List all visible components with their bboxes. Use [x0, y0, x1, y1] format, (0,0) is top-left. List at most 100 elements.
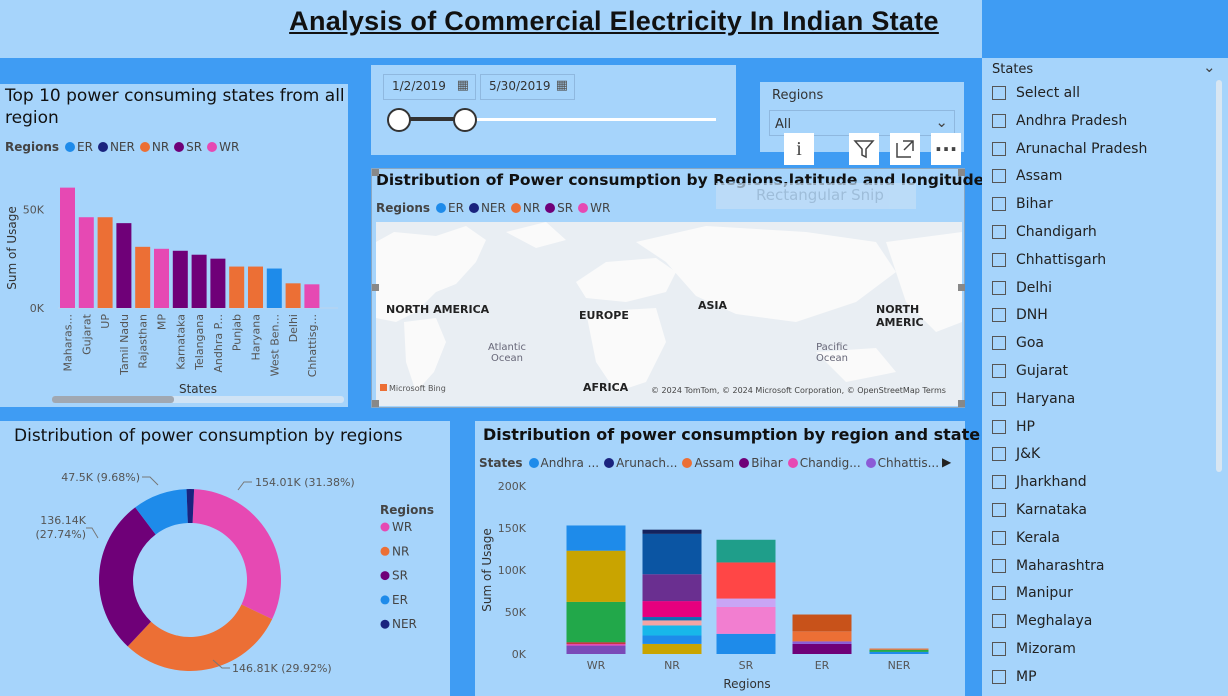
top10-legend-item[interactable]: NR [139, 140, 169, 154]
date-slider-track[interactable] [398, 118, 716, 121]
stacked-legend-item[interactable]: Chhattis... [865, 456, 939, 470]
stacked-segment[interactable] [566, 550, 626, 602]
stacked-bar-chart[interactable]: 200K 150K 100K 50K 0K Sum of Usage WR NR SR ER NER… [475, 472, 965, 696]
legend-next-arrow-icon[interactable]: ▶ [942, 455, 952, 469]
checkbox[interactable] [992, 280, 1006, 295]
stacked-segment[interactable] [642, 533, 702, 575]
state-option[interactable]: Mizoram [992, 639, 1076, 659]
checkbox[interactable] [992, 336, 1006, 351]
stacked-legend-item[interactable]: Assam [682, 456, 734, 470]
state-option[interactable]: MP [992, 667, 1037, 687]
checkbox[interactable] [992, 141, 1006, 156]
resize-handle-right[interactable] [958, 284, 965, 291]
stacked-segment[interactable] [869, 648, 929, 650]
checkbox[interactable] [992, 642, 1006, 656]
state-option[interactable]: Goa [992, 333, 1044, 353]
checkbox[interactable] [992, 225, 1006, 239]
stacked-segment[interactable] [642, 529, 702, 534]
bar[interactable] [116, 223, 132, 308]
stacked-legend-item[interactable]: Bihar [739, 456, 783, 470]
state-option[interactable]: Bihar [992, 194, 1053, 214]
filter-button[interactable] [849, 133, 879, 165]
top10-scrollbar-track[interactable] [52, 396, 344, 403]
state-option[interactable]: Delhi [992, 278, 1052, 298]
checkbox[interactable] [992, 586, 1006, 601]
stacked-segment[interactable] [642, 620, 702, 626]
state-option[interactable]: Arunachal Pradesh [992, 139, 1147, 159]
resize-handle-bl[interactable] [372, 400, 379, 407]
checkbox[interactable] [992, 419, 1006, 434]
map-legend-item[interactable]: NR [510, 201, 540, 215]
bar[interactable] [229, 266, 245, 308]
state-option[interactable]: Assam [992, 166, 1062, 186]
checkbox[interactable] [992, 197, 1006, 212]
checkbox[interactable] [992, 669, 1006, 684]
bar[interactable] [191, 254, 207, 308]
resize-handle-tl[interactable] [372, 169, 379, 176]
focus-mode-button[interactable] [890, 133, 920, 165]
checkbox[interactable] [992, 503, 1006, 517]
stacked-legend-item[interactable]: Arunach... [604, 456, 677, 470]
donut-legend-label[interactable]: NER [392, 617, 417, 631]
stacked-segment[interactable] [642, 601, 702, 618]
stacked-segment[interactable] [792, 631, 852, 642]
end-date-input[interactable]: 5/30/2019 ▦ [480, 74, 575, 100]
donut-slice[interactable] [127, 604, 273, 671]
top10-legend-item[interactable]: ER [65, 140, 93, 154]
stacked-segment[interactable] [566, 525, 626, 551]
bar[interactable] [266, 268, 282, 308]
checkbox[interactable] [992, 530, 1006, 545]
stacked-segment[interactable] [566, 642, 626, 644]
state-option[interactable]: Gujarat [992, 361, 1068, 381]
top10-legend-item[interactable]: SR [174, 140, 202, 154]
bar[interactable] [248, 266, 263, 308]
top10-legend-item[interactable]: WR [207, 140, 239, 154]
checkbox[interactable] [992, 113, 1006, 128]
bar[interactable] [172, 250, 188, 308]
state-option[interactable]: Chhattisgarh [992, 250, 1106, 270]
donut-legend-label[interactable]: ER [392, 593, 408, 607]
stacked-segment[interactable] [792, 643, 852, 654]
state-option[interactable]: J&K [992, 444, 1040, 464]
checkbox[interactable] [992, 252, 1006, 267]
chevron-down-icon[interactable]: ⌄ [1203, 58, 1216, 76]
donut-legend-label[interactable]: WR [392, 520, 412, 534]
info-button[interactable]: i [784, 133, 814, 165]
state-option[interactable]: Andhra Pradesh [992, 111, 1127, 131]
top10-chart-panel[interactable] [0, 84, 348, 407]
map-legend-item[interactable]: ER [436, 201, 464, 215]
donut-slice[interactable] [186, 489, 195, 524]
stacked-legend-item[interactable]: Andhra ... [528, 456, 599, 470]
stacked-segment[interactable] [716, 539, 776, 563]
resize-handle-tr[interactable] [958, 169, 965, 176]
stacked-segment[interactable] [716, 562, 776, 599]
calendar-icon[interactable]: ▦ [555, 78, 568, 93]
stacked-segment[interactable] [642, 574, 702, 602]
bar[interactable] [154, 248, 169, 308]
checkbox[interactable] [992, 308, 1006, 323]
top10-bar-chart[interactable]: 50K 0K Sum of Usage Maharas... Gujarat UP Tami… [0, 160, 348, 406]
stacked-segment[interactable] [566, 645, 626, 654]
resize-handle-left[interactable] [372, 284, 379, 291]
state-option[interactable]: Maharashtra [992, 556, 1104, 576]
donut-slice[interactable] [192, 489, 281, 620]
stacked-segment[interactable] [716, 598, 776, 607]
stacked-segment[interactable] [792, 641, 852, 644]
checkbox[interactable] [992, 558, 1006, 573]
checkbox[interactable] [992, 447, 1006, 462]
bar[interactable] [304, 284, 320, 308]
date-slider-start-handle[interactable] [387, 108, 411, 132]
more-options-button[interactable]: ··· [931, 133, 961, 165]
bar[interactable] [97, 217, 113, 308]
stacked-segment[interactable] [716, 606, 776, 634]
map-legend-item[interactable]: NER [468, 201, 506, 215]
map-legend-item[interactable]: SR [545, 201, 573, 215]
checkbox[interactable] [992, 391, 1006, 406]
bar[interactable] [78, 217, 94, 308]
donut-slice[interactable] [99, 507, 156, 647]
state-option[interactable]: Meghalaya [992, 611, 1092, 631]
world-map[interactable]: NORTH AMERICA EUROPE ASIA NORTH AMERIC A… [376, 222, 962, 406]
states-scrollbar[interactable] [1216, 80, 1222, 472]
stacked-segment[interactable] [566, 643, 626, 646]
select-all-option[interactable]: Select all [992, 83, 1080, 103]
